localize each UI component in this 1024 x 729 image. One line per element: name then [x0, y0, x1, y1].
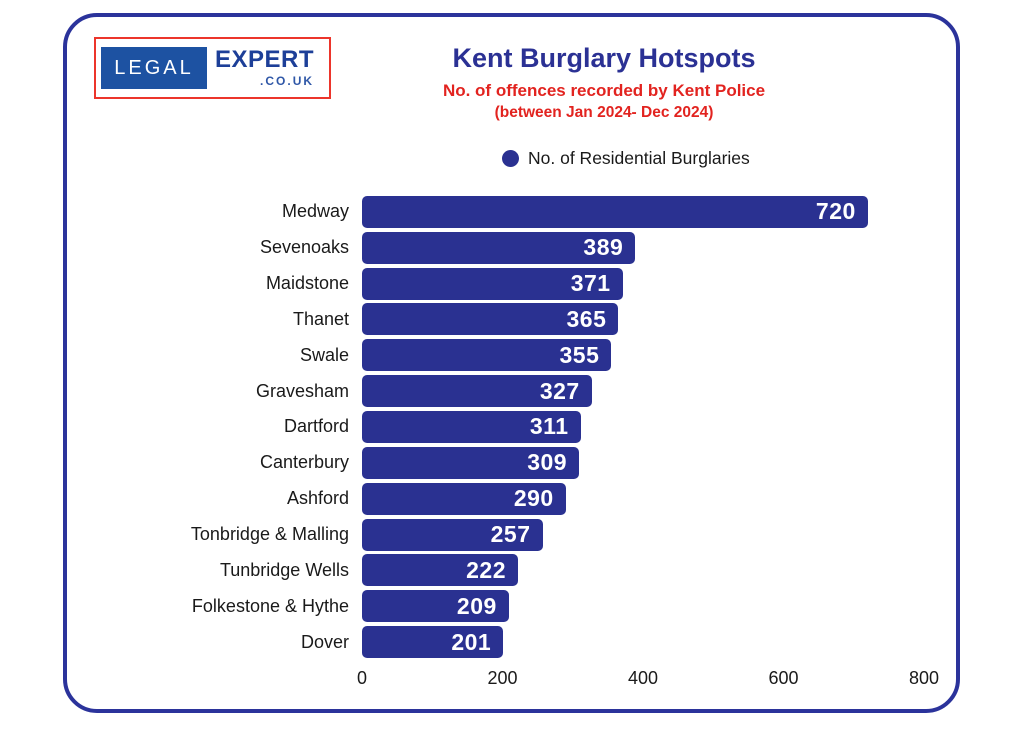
- bar-track: 290: [362, 482, 924, 515]
- category-label: Folkestone & Hythe: [191, 595, 349, 616]
- bar-value-label: 201: [451, 628, 492, 655]
- category-label: Tunbridge Wells: [219, 559, 349, 580]
- category-label: Thanet: [292, 308, 349, 329]
- logo-right-block: EXPERT .CO.UK: [215, 46, 315, 89]
- bar: 720: [362, 195, 868, 228]
- chart-row: Folkestone & Hythe 209: [169, 588, 924, 624]
- category-label: Maidstone: [265, 273, 349, 294]
- x-tick-label: 400: [627, 668, 659, 688]
- bar: 327: [362, 375, 592, 408]
- bar: 257: [362, 518, 543, 551]
- category-label: Sevenoaks: [259, 237, 349, 258]
- bar-value-label: 311: [529, 413, 569, 440]
- chart-row: Sevenoaks 389: [169, 230, 924, 266]
- chart-row: Gravesham 327: [169, 373, 924, 409]
- bar: 309: [362, 446, 580, 479]
- bar-track: 311: [362, 410, 924, 443]
- chart-row: Medway 720: [169, 194, 924, 230]
- bar-chart: Medway 720 Sevenoaks 389 Maidstone 371 Thanet 3…: [169, 194, 924, 660]
- subtitle-line1: No. of offences recorded by Kent Police: [442, 81, 766, 100]
- bar-value-label: 290: [513, 485, 554, 512]
- subtitle-line2: (between Jan 2024- Dec 2024): [494, 104, 714, 121]
- chart-row: Swale 355: [169, 337, 924, 373]
- bar-value-label: 389: [583, 234, 624, 261]
- bar: 290: [362, 482, 566, 515]
- category-label: Canterbury: [259, 452, 349, 473]
- bar-value-label: 222: [466, 556, 506, 583]
- bar: 209: [362, 590, 509, 623]
- category-label: Dartford: [283, 416, 349, 437]
- bar-track: 309: [362, 446, 924, 479]
- chart-card: LEGAL EXPERT .CO.UK Kent Burglary Hotspo…: [63, 13, 960, 713]
- bar-track: 327: [362, 375, 924, 408]
- category-label: Swale: [299, 344, 349, 365]
- category-label: Ashford: [286, 488, 349, 509]
- bar-value-label: 209: [456, 592, 497, 619]
- x-tick-label: 0: [356, 668, 368, 688]
- category-label: Medway: [281, 201, 349, 222]
- bar: 222: [362, 554, 518, 587]
- chart-row: Thanet 365: [169, 302, 924, 338]
- bar-value-label: 720: [815, 198, 856, 225]
- chart-row: Canterbury 309: [169, 445, 924, 481]
- bar-value-label: 371: [570, 270, 611, 297]
- x-tick-label: 600: [768, 668, 799, 688]
- logo-legal-text: LEGAL: [114, 56, 194, 79]
- bar: 371: [362, 267, 623, 300]
- chart-row: Tunbridge Wells 222: [169, 552, 924, 588]
- chart-row: Dartford 311: [169, 409, 924, 445]
- bar-value-label: 365: [566, 305, 607, 332]
- category-label: Gravesham: [255, 380, 349, 401]
- bar-track: 222: [362, 554, 924, 587]
- legend-label: No. of Residential Burglaries: [528, 148, 750, 168]
- bar: 311: [362, 410, 581, 443]
- bar-track: 389: [362, 231, 924, 264]
- logo-expert-text: EXPERT: [215, 46, 315, 73]
- page-title: Kent Burglary Hotspots: [452, 43, 756, 73]
- category-label: Dover: [300, 631, 349, 652]
- bar: 389: [362, 231, 636, 264]
- bar-track: 371: [362, 267, 924, 300]
- bar-value-label: 327: [539, 377, 580, 404]
- category-label: Tonbridge & Malling: [190, 524, 349, 545]
- bar-track: 201: [362, 626, 924, 659]
- bar-track: 257: [362, 518, 924, 551]
- bar: 365: [362, 303, 619, 336]
- x-tick-label: 800: [908, 668, 940, 688]
- chart-row: Ashford 290: [169, 481, 924, 517]
- logo-couk-text: .CO.UK: [260, 74, 315, 88]
- x-axis: 0 200 400 600 800: [357, 668, 939, 692]
- bar-value-label: 355: [559, 341, 600, 368]
- bar-value-label: 257: [490, 521, 531, 548]
- chart-row: Tonbridge & Malling 257: [169, 517, 924, 553]
- legend: No. of Residential Burglaries: [502, 148, 750, 169]
- bar-track: 355: [362, 339, 924, 372]
- logo-legal-box: LEGAL: [101, 47, 207, 89]
- bar-track: 209: [362, 590, 924, 623]
- bar-track: 720: [362, 195, 924, 228]
- bar: 355: [362, 339, 612, 372]
- legend-marker-icon: [502, 150, 519, 167]
- chart-row: Maidstone 371: [169, 266, 924, 302]
- bar-track: 365: [362, 303, 924, 336]
- chart-row: Dover 201: [169, 624, 924, 660]
- bar: 201: [362, 626, 504, 659]
- legal-expert-logo: LEGAL EXPERT .CO.UK: [94, 37, 331, 99]
- x-tick-label: 200: [487, 668, 518, 688]
- bar-value-label: 309: [527, 449, 568, 476]
